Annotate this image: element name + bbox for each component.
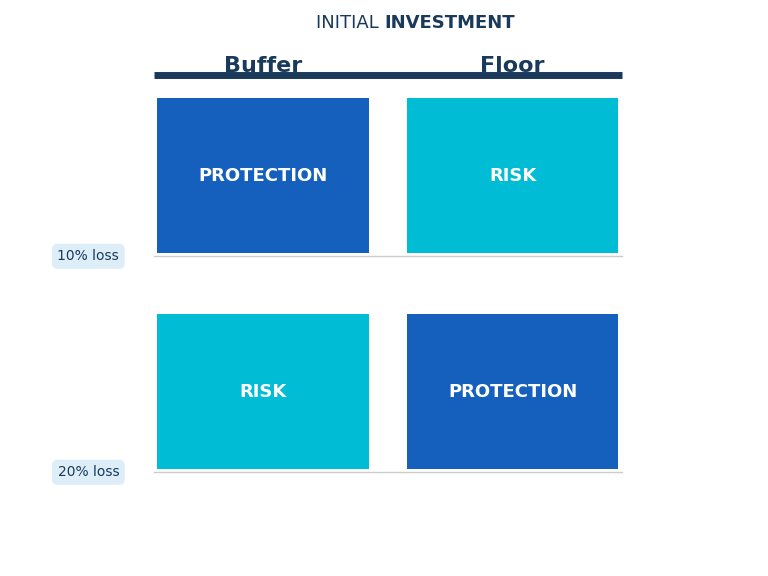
Text: PROTECTION: PROTECTION	[198, 166, 328, 185]
FancyBboxPatch shape	[407, 98, 618, 253]
FancyBboxPatch shape	[407, 314, 618, 469]
FancyBboxPatch shape	[157, 98, 369, 253]
Text: Floor: Floor	[481, 56, 545, 76]
Text: INITIAL: INITIAL	[316, 14, 384, 32]
Text: PROTECTION: PROTECTION	[448, 382, 578, 401]
Text: Buffer: Buffer	[224, 56, 302, 76]
Text: RISK: RISK	[489, 166, 536, 185]
Text: 10% loss: 10% loss	[58, 249, 119, 263]
Text: RISK: RISK	[240, 382, 286, 401]
Text: 20% loss: 20% loss	[58, 465, 119, 479]
Text: INVESTMENT: INVESTMENT	[384, 14, 515, 32]
FancyBboxPatch shape	[157, 314, 369, 469]
